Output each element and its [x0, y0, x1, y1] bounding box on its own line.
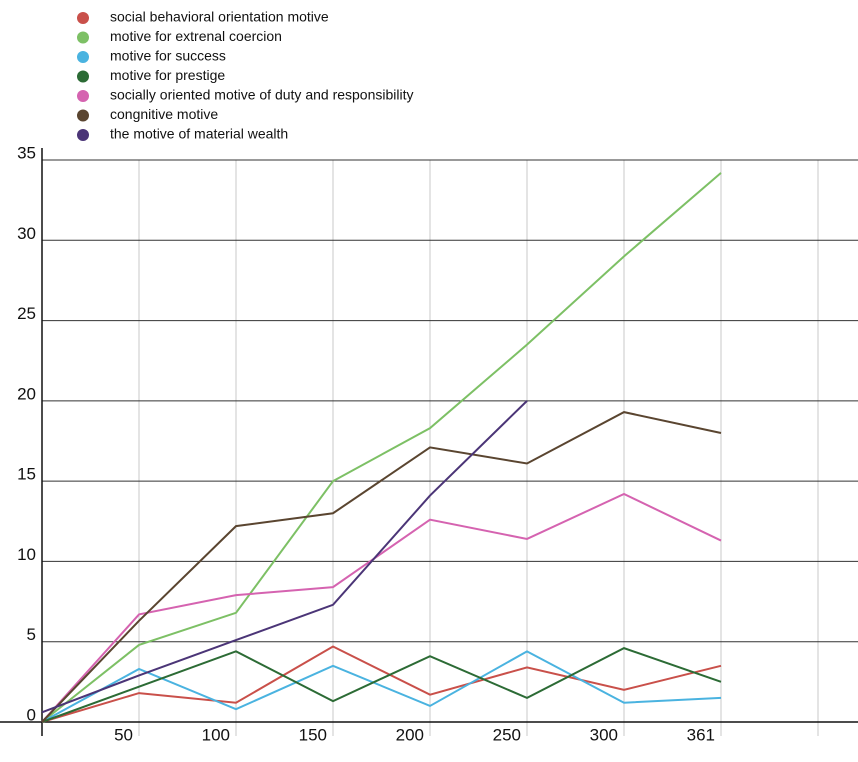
series-line: [41, 645, 722, 723]
x-tick-label: 200: [396, 725, 424, 744]
legend-label: the motive of material wealth: [110, 126, 288, 142]
y-tick-label: 30: [17, 224, 36, 243]
legend-marker: [77, 12, 89, 24]
legend-label: motive for prestige: [110, 67, 225, 83]
legend-marker: [77, 31, 89, 44]
x-tick-label: 150: [299, 725, 327, 744]
y-tick-label: 20: [17, 384, 36, 403]
legend-label: motive for extrenal coercion: [110, 28, 282, 44]
y-tick-label: 10: [17, 545, 36, 564]
legend-marker: [77, 109, 89, 122]
series-line: [41, 647, 722, 723]
x-tick-label: 250: [493, 725, 521, 744]
legend-marker: [77, 129, 89, 141]
x-tick-label: 300: [590, 725, 618, 744]
series-line: [41, 172, 722, 723]
legend-label: social behavioral orientation motive: [110, 9, 329, 25]
x-tick-label: 361: [687, 725, 715, 744]
y-tick-label: 0: [27, 705, 36, 724]
legend-marker: [77, 51, 89, 63]
series-line: [41, 411, 722, 723]
x-tick-label: 50: [114, 725, 133, 744]
series-line: [41, 400, 528, 714]
y-tick-label: 35: [17, 143, 36, 162]
series-line: [41, 492, 722, 723]
legend-marker: [77, 70, 89, 83]
y-tick-label: 5: [27, 625, 36, 644]
series-line: [41, 650, 722, 723]
legend-label: motive for success: [110, 48, 226, 64]
x-tick-label: 100: [202, 725, 230, 744]
legend-label: socially oriented motive of duty and res…: [110, 87, 414, 103]
legend-marker: [77, 90, 89, 102]
legend-label: congnitive motive: [110, 106, 218, 122]
y-tick-label: 15: [17, 465, 36, 484]
y-tick-label: 25: [17, 304, 36, 323]
